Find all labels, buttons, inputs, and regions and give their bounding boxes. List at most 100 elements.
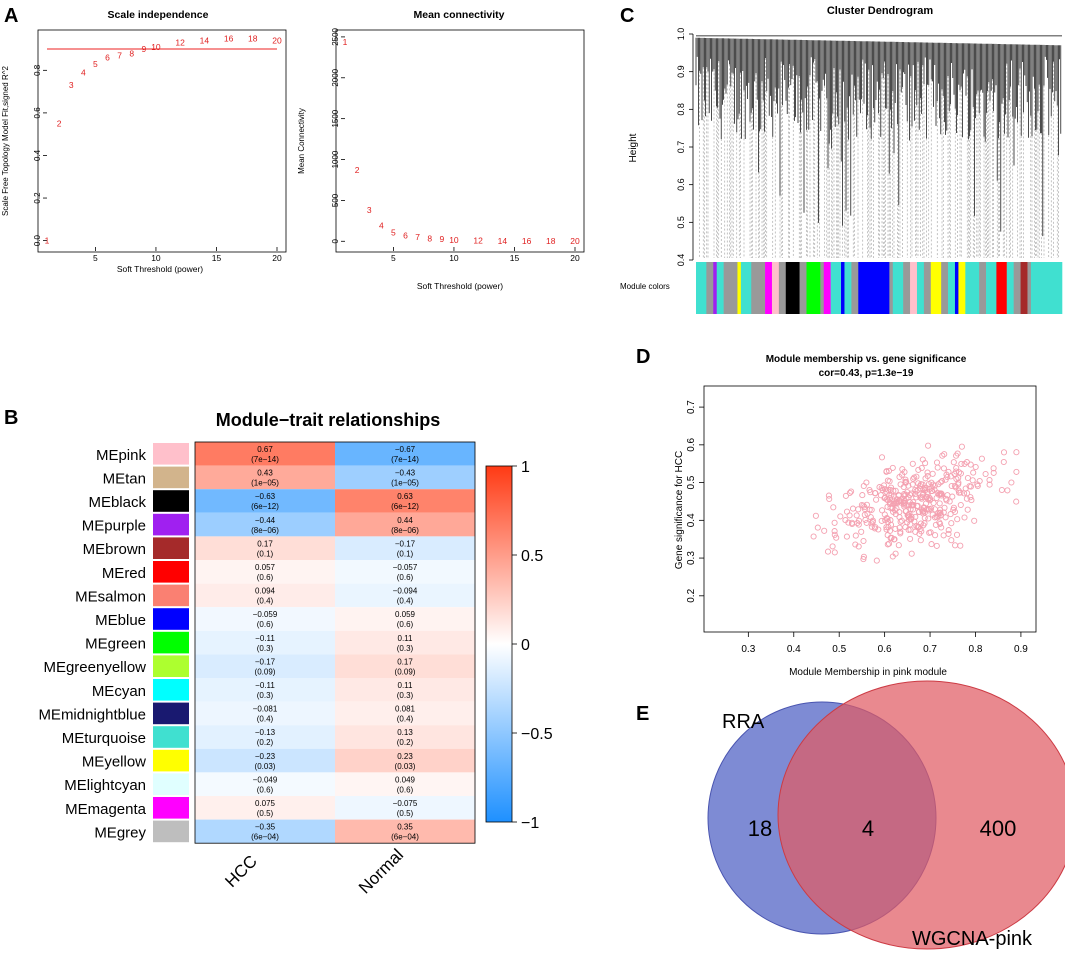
- module-color-segment: [696, 262, 707, 314]
- gene-point: [900, 500, 907, 507]
- c-y-tick-label: 0.4: [676, 254, 686, 267]
- y-tick-label: 0.8: [33, 64, 42, 76]
- gene-point: [928, 479, 935, 486]
- gene-point: [830, 504, 837, 511]
- gene-point: [929, 470, 936, 477]
- heatmap-cell-pvalue: (6e−04): [251, 833, 279, 842]
- c-y-tick-label: 0.7: [676, 141, 686, 154]
- module-color-segment: [785, 262, 800, 314]
- gene-point: [921, 520, 928, 527]
- module-color-segment: [996, 262, 1008, 314]
- heatmap-cell: [335, 536, 475, 560]
- gene-point: [855, 517, 863, 524]
- y-tick-label: 0.0: [33, 235, 42, 247]
- gene-point: [906, 502, 913, 509]
- gene-point: [918, 495, 925, 502]
- a1-plot-frame: [37, 29, 287, 253]
- module-color-segment: [892, 262, 904, 314]
- gene-point: [972, 463, 979, 471]
- venn-wgcna-circle: [777, 680, 1065, 950]
- gene-point: [925, 515, 932, 522]
- d-y-tick-label: 0.6: [686, 437, 697, 451]
- gene-point: [863, 519, 870, 526]
- gene-point: [937, 512, 945, 519]
- heatmap-cell-value: −0.35: [255, 823, 276, 832]
- gene-point: [905, 513, 913, 520]
- gene-point: [953, 464, 960, 472]
- gene-point: [931, 506, 939, 513]
- heatmap-cell-value: 0.67: [257, 445, 273, 454]
- trait-column-label: Normal: [355, 845, 407, 897]
- heatmap-cell-value: −0.049: [253, 775, 278, 784]
- gene-point: [924, 506, 931, 513]
- module-row-label: MEgreen: [85, 636, 146, 653]
- heatmap-cell-value: −0.075: [393, 799, 418, 808]
- power-point-label: 2: [57, 119, 62, 129]
- venn-intersection-count: 4: [862, 816, 874, 841]
- module-color-segment: [858, 262, 890, 314]
- x-tick-label: 10: [449, 253, 459, 263]
- gene-point: [848, 488, 855, 495]
- power-point-label: 12: [473, 235, 483, 245]
- gene-point: [971, 517, 978, 524]
- power-point-label: 10: [151, 42, 161, 52]
- gene-point: [926, 497, 933, 504]
- heatmap-cell-pvalue: (0.4): [257, 597, 274, 606]
- gene-point: [903, 495, 910, 502]
- module-row-label: MEtan: [103, 470, 146, 487]
- venn-wgcna-label: WGCNA-pink: [912, 928, 1033, 950]
- gene-point: [895, 542, 902, 549]
- heatmap-cell: [195, 560, 335, 584]
- gene-point: [831, 549, 838, 556]
- gene-point: [869, 519, 876, 526]
- c-y-tick-label: 0.8: [676, 103, 686, 116]
- gene-point: [897, 530, 904, 537]
- gene-point: [863, 479, 870, 486]
- heatmap-cell-pvalue: (0.5): [397, 809, 414, 818]
- gene-point: [868, 520, 875, 527]
- heatmap-cell: [335, 678, 475, 702]
- module-row-label: MEgrey: [94, 824, 146, 841]
- mm-vs-gs-scatter: Module membership vs. gene significance …: [674, 354, 1037, 678]
- power-point-label: 9: [141, 44, 146, 54]
- gene-point: [938, 491, 945, 498]
- heatmap-cell-pvalue: (0.3): [257, 691, 274, 700]
- gene-point: [859, 492, 866, 499]
- gene-point: [918, 481, 925, 488]
- module-color-segment: [765, 262, 773, 314]
- power-point-label: 8: [427, 233, 432, 243]
- gene-point: [937, 509, 944, 516]
- gene-point: [948, 520, 955, 527]
- power-point-label: 7: [415, 232, 420, 242]
- module-color-segment: [851, 262, 859, 314]
- gene-point: [917, 525, 924, 532]
- x-tick-label: 5: [391, 253, 396, 263]
- gene-point: [909, 481, 916, 488]
- gene-point: [936, 519, 943, 526]
- power-point-label: 20: [570, 236, 580, 246]
- heatmap-cell-value: −0.44: [255, 516, 276, 525]
- gene-point: [911, 518, 918, 525]
- gene-point: [849, 505, 857, 512]
- x-tick-label: 10: [151, 253, 161, 263]
- y-tick-label: 2000: [331, 68, 340, 86]
- gene-point: [884, 518, 892, 525]
- x-tick-label: 20: [570, 253, 580, 263]
- gene-point: [982, 470, 989, 478]
- module-row-label: MEblue: [95, 612, 146, 629]
- power-point-label: 16: [224, 33, 234, 43]
- module-color-segment: [930, 262, 942, 314]
- gene-point: [905, 526, 912, 533]
- heatmap-cell-value: −0.094: [393, 587, 418, 596]
- gene-point: [855, 506, 862, 513]
- gene-point: [950, 459, 957, 466]
- heatmap-cell-value: 0.11: [398, 681, 414, 690]
- gene-point: [889, 464, 896, 471]
- colorbar-tick-label: 0.5: [521, 548, 543, 565]
- heatmap-cell-value: 0.11: [398, 634, 414, 643]
- gene-point: [826, 495, 833, 503]
- gene-point: [928, 541, 935, 548]
- module-color-swatch: [153, 631, 189, 654]
- a1-title: Scale independence: [108, 9, 209, 21]
- x-tick-label: 5: [93, 253, 98, 263]
